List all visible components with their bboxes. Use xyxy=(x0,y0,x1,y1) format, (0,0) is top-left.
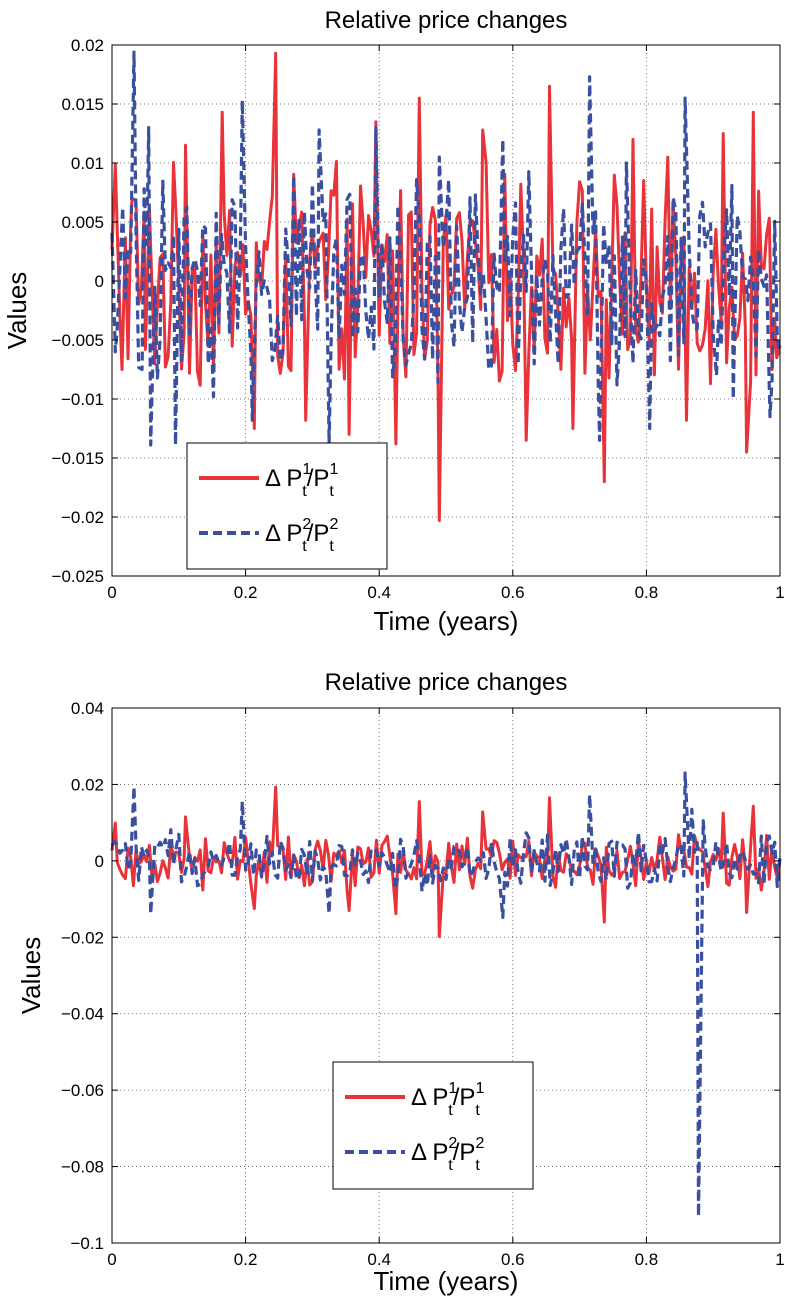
legend-label-part: t xyxy=(329,483,334,500)
y-tick-label: −0.06 xyxy=(61,1081,104,1100)
legend-box xyxy=(333,1062,533,1189)
y-tick-label: −0.015 xyxy=(52,449,104,468)
x-axis-label: Time (years) xyxy=(374,1266,519,1296)
x-tick-label: 0.2 xyxy=(234,1250,258,1269)
y-tick-label: −0.01 xyxy=(61,390,104,409)
x-tick-label: 1 xyxy=(775,583,784,602)
legend-label-part: /P xyxy=(453,1139,476,1166)
legend-label-part: /P xyxy=(307,465,330,492)
y-tick-label: 0.01 xyxy=(71,154,104,173)
y-tick-label: −0.025 xyxy=(52,567,104,586)
legend-label-part: Δ P xyxy=(265,465,302,492)
chart-1: 0 0.2 0.4 0.6 0.8 1 0.02 0.015 0.01 0.005 0 −0.005 −… xyxy=(2,7,785,636)
legend: Δ P1 t/P1 tΔ P2 t/P2 t xyxy=(333,1062,533,1189)
y-tick-label: −0.02 xyxy=(61,508,104,527)
y-tick-label: 0.02 xyxy=(71,775,104,794)
y-tick-label: −0.1 xyxy=(70,1234,104,1253)
legend-label-part: /P xyxy=(307,520,330,547)
chart-title: Relative price changes xyxy=(325,669,568,696)
y-tick-label: 0.005 xyxy=(61,213,104,232)
y-tick-label: −0.005 xyxy=(52,331,104,350)
y-tick-label: 0.015 xyxy=(61,95,104,114)
x-tick-label: 0.6 xyxy=(501,583,525,602)
y-tick-label: −0.08 xyxy=(61,1158,104,1177)
chart-2: 0 0.2 0.4 0.6 0.8 10.040.020−0.02−0.04−0.06−0… xyxy=(16,669,785,1296)
legend-box xyxy=(187,443,387,569)
x-tick-label: 0 xyxy=(107,1250,116,1269)
x-tick-label: 0.4 xyxy=(367,583,391,602)
y-axis-label: Values xyxy=(2,272,32,350)
chart-title: Relative price changes xyxy=(325,7,568,34)
y-axis-label: Values xyxy=(16,937,46,1015)
x-tick-label: 0.8 xyxy=(635,583,659,602)
legend-label-part: t xyxy=(475,1102,480,1119)
x-tick-label: 0 xyxy=(107,583,116,602)
legend: Δ P1 t/P1 tΔ P2 t/P2 t xyxy=(187,443,387,569)
x-tick-label: 0.8 xyxy=(635,1250,659,1269)
legend-label-part: t xyxy=(329,538,334,555)
legend-label-part: t xyxy=(475,1157,480,1174)
legend-label-part: Δ P xyxy=(411,1084,448,1111)
legend-label-part: /P xyxy=(453,1084,476,1111)
y-tick-label: −0.04 xyxy=(61,1005,104,1024)
legend-label-part: Δ P xyxy=(265,520,302,547)
y-tick-label: 0.04 xyxy=(71,699,104,718)
y-tick-label: 0.02 xyxy=(71,36,104,55)
legend-label-part: 1 xyxy=(329,461,338,478)
legend-label-part: 2 xyxy=(329,516,338,533)
y-tick-label: 0 xyxy=(95,852,104,871)
y-tick-label: −0.02 xyxy=(61,928,104,947)
legend-label-part: Δ P xyxy=(411,1139,448,1166)
x-axis-label: Time (years) xyxy=(374,606,519,636)
x-tick-label: 1 xyxy=(775,1250,784,1269)
legend-label-part: 2 xyxy=(475,1135,484,1152)
y-tick-label: 0 xyxy=(95,272,104,291)
legend-label-part: 1 xyxy=(475,1080,484,1097)
x-tick-label: 0.2 xyxy=(234,583,258,602)
